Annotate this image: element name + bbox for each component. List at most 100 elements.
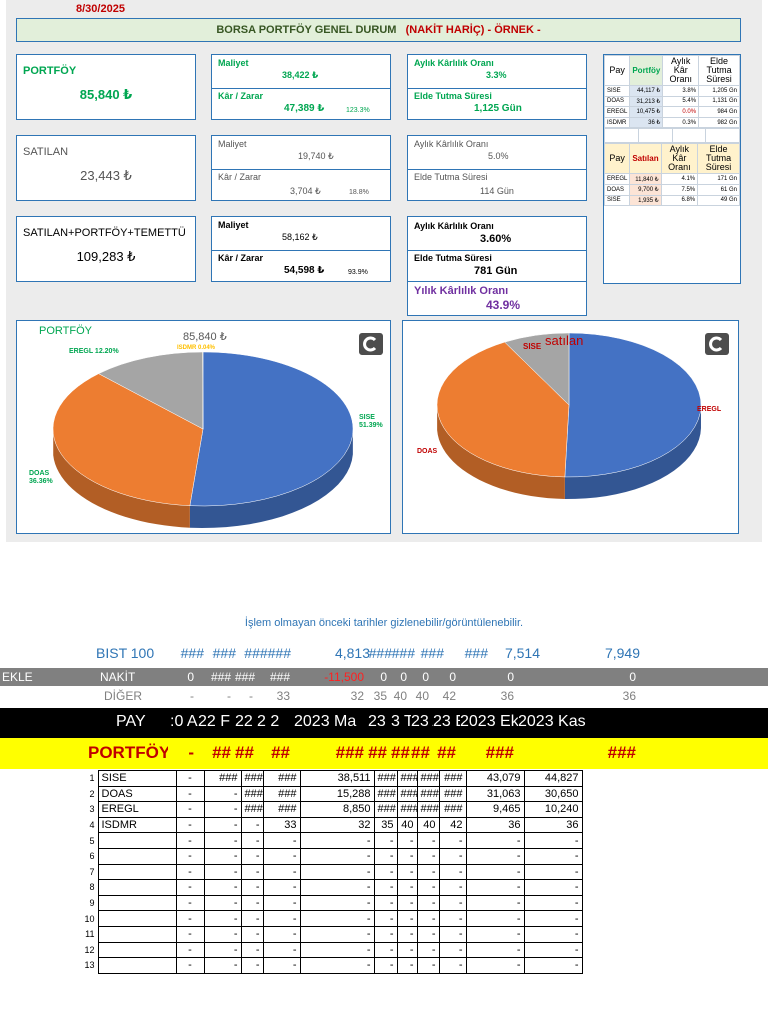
row-cell[interactable]: - xyxy=(465,832,525,849)
row-cell[interactable]: ### xyxy=(203,770,242,787)
row-cell[interactable]: - xyxy=(203,910,242,927)
row-cell[interactable]: - xyxy=(240,910,264,927)
row-cell[interactable]: - xyxy=(299,879,375,896)
row-cell[interactable]: - xyxy=(373,910,398,927)
row-cell[interactable]: - xyxy=(262,957,301,974)
row-cell[interactable]: - xyxy=(396,910,418,927)
row-pay[interactable] xyxy=(97,957,177,974)
row-cell[interactable]: - xyxy=(438,847,467,865)
row-cell[interactable]: - xyxy=(262,941,301,959)
row-cell[interactable]: - xyxy=(396,847,418,865)
row-cell[interactable]: - xyxy=(438,879,467,896)
row-cell[interactable]: - xyxy=(523,832,583,849)
row-cell[interactable]: - xyxy=(175,785,205,803)
row-cell[interactable]: ### xyxy=(438,770,467,787)
row-cell[interactable]: - xyxy=(203,832,242,849)
row-cell[interactable]: 10,240 xyxy=(523,801,583,818)
row-cell[interactable]: ### xyxy=(373,770,398,787)
row-cell[interactable]: - xyxy=(416,879,440,896)
row-cell[interactable]: - xyxy=(396,832,418,849)
row-pay[interactable] xyxy=(97,894,177,912)
row-cell[interactable]: - xyxy=(438,925,467,943)
row-cell[interactable]: - xyxy=(465,910,525,927)
row-pay[interactable] xyxy=(97,925,177,943)
row-cell[interactable]: - xyxy=(203,941,242,959)
row-cell[interactable]: - xyxy=(373,847,398,865)
row-cell[interactable]: - xyxy=(175,770,205,787)
row-cell[interactable]: ### xyxy=(240,801,264,818)
row-cell[interactable]: ### xyxy=(416,770,440,787)
row-cell[interactable]: - xyxy=(240,816,264,834)
row-cell[interactable]: - xyxy=(203,894,242,912)
row-cell[interactable]: - xyxy=(523,910,583,927)
row-pay[interactable] xyxy=(97,832,177,849)
row-cell[interactable]: - xyxy=(299,847,375,865)
row-cell[interactable]: - xyxy=(175,879,205,896)
row-cell[interactable]: ### xyxy=(240,785,264,803)
row-cell[interactable]: - xyxy=(373,957,398,974)
row-cell[interactable]: 43,079 xyxy=(465,770,525,787)
row-cell[interactable]: - xyxy=(299,910,375,927)
row-cell[interactable]: - xyxy=(203,816,242,834)
row-cell[interactable]: - xyxy=(175,832,205,849)
row-cell[interactable]: - xyxy=(373,941,398,959)
row-cell[interactable]: - xyxy=(262,910,301,927)
row-pay[interactable] xyxy=(97,941,177,959)
row-cell[interactable]: - xyxy=(262,879,301,896)
row-cell[interactable]: - xyxy=(416,894,440,912)
row-cell[interactable]: - xyxy=(438,832,467,849)
row-cell[interactable]: - xyxy=(240,941,264,959)
row-cell[interactable]: - xyxy=(465,925,525,943)
ekle-button[interactable]: EKLE xyxy=(2,670,33,684)
row-cell[interactable]: 40 xyxy=(396,816,418,834)
row-cell[interactable]: - xyxy=(240,847,264,865)
row-cell[interactable]: - xyxy=(438,894,467,912)
row-cell[interactable]: - xyxy=(416,847,440,865)
row-cell[interactable]: 33 xyxy=(262,816,301,834)
row-cell[interactable]: 32 xyxy=(299,816,375,834)
row-cell[interactable]: - xyxy=(396,879,418,896)
row-cell[interactable]: - xyxy=(465,894,525,912)
row-cell[interactable]: - xyxy=(240,894,264,912)
row-cell[interactable]: - xyxy=(240,925,264,943)
row-cell[interactable]: ### xyxy=(438,801,467,818)
row-cell[interactable]: - xyxy=(240,863,264,881)
row-cell[interactable]: ### xyxy=(438,785,467,803)
row-pay[interactable]: EREGL xyxy=(97,801,177,818)
row-cell[interactable]: 38,511 xyxy=(299,770,375,787)
row-cell[interactable]: - xyxy=(299,941,375,959)
row-pay[interactable] xyxy=(97,910,177,927)
row-cell[interactable]: 31,063 xyxy=(465,785,525,803)
row-cell[interactable]: - xyxy=(203,879,242,896)
row-cell[interactable]: - xyxy=(416,925,440,943)
row-cell[interactable]: 44,827 xyxy=(523,770,583,787)
row-cell[interactable]: - xyxy=(262,894,301,912)
row-cell[interactable]: - xyxy=(465,847,525,865)
row-cell[interactable]: - xyxy=(396,894,418,912)
row-cell[interactable]: - xyxy=(373,894,398,912)
row-cell[interactable]: - xyxy=(175,941,205,959)
row-cell[interactable]: - xyxy=(240,879,264,896)
row-cell[interactable]: - xyxy=(299,894,375,912)
row-cell[interactable]: - xyxy=(175,863,205,881)
row-cell[interactable]: - xyxy=(175,847,205,865)
row-cell[interactable]: - xyxy=(175,910,205,927)
row-pay[interactable]: ISDMR xyxy=(97,816,177,834)
row-cell[interactable]: - xyxy=(465,941,525,959)
row-cell[interactable]: ### xyxy=(262,770,301,787)
row-cell[interactable]: - xyxy=(465,879,525,896)
row-cell[interactable]: - xyxy=(396,925,418,943)
row-cell[interactable]: - xyxy=(175,801,205,818)
row-cell[interactable]: ### xyxy=(373,801,398,818)
row-pay[interactable] xyxy=(97,879,177,896)
row-cell[interactable]: - xyxy=(373,863,398,881)
row-cell[interactable]: - xyxy=(523,863,583,881)
row-cell[interactable]: - xyxy=(203,957,242,974)
row-cell[interactable]: ### xyxy=(262,801,301,818)
row-cell[interactable]: - xyxy=(203,801,242,818)
row-cell[interactable]: - xyxy=(262,863,301,881)
row-cell[interactable]: 30,650 xyxy=(523,785,583,803)
row-cell[interactable]: - xyxy=(175,894,205,912)
row-cell[interactable]: - xyxy=(240,832,264,849)
row-cell[interactable]: - xyxy=(240,957,264,974)
